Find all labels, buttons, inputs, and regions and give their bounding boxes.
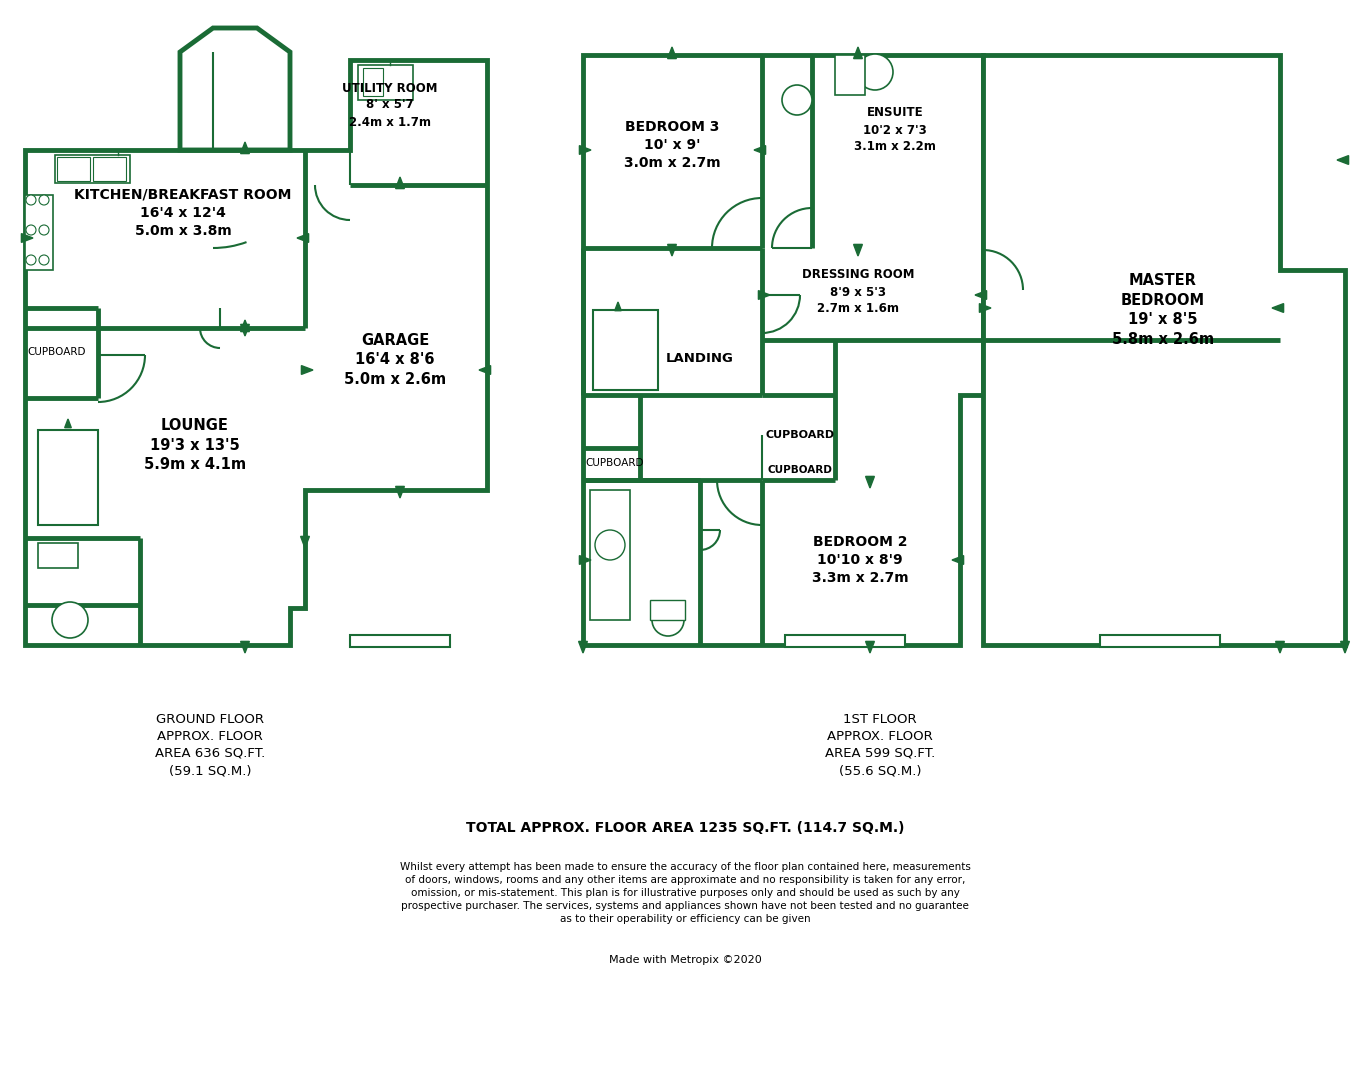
Bar: [649, 600, 685, 620]
Text: BEDROOM 3
10' x 9'
3.0m x 2.7m: BEDROOM 3 10' x 9' 3.0m x 2.7m: [623, 120, 721, 171]
Circle shape: [858, 54, 893, 90]
Text: GARAGE
16'4 x 8'6
5.0m x 2.6m: GARAGE 16'4 x 8'6 5.0m x 2.6m: [344, 333, 447, 388]
Polygon shape: [578, 642, 588, 653]
Polygon shape: [866, 642, 874, 653]
Polygon shape: [1275, 642, 1285, 653]
Polygon shape: [984, 55, 1345, 645]
Bar: [834, 55, 864, 95]
Bar: [93, 157, 126, 181]
Circle shape: [595, 530, 625, 561]
Polygon shape: [241, 141, 249, 153]
Bar: [58, 157, 90, 181]
Polygon shape: [854, 48, 862, 58]
Circle shape: [26, 195, 36, 205]
Text: KITCHEN/BREAKFAST ROOM
16'4 x 12'4
5.0m x 3.8m: KITCHEN/BREAKFAST ROOM 16'4 x 12'4 5.0m …: [74, 188, 292, 239]
Bar: [25, 195, 53, 270]
Polygon shape: [396, 486, 404, 498]
Text: 1ST FLOOR
APPROX. FLOOR
AREA 599 SQ.FT.
(55.6 SQ.M.): 1ST FLOOR APPROX. FLOOR AREA 599 SQ.FT. …: [825, 713, 936, 777]
Bar: [349, 635, 449, 647]
Circle shape: [26, 225, 36, 235]
Text: BEDROOM 2
10'10 x 8'9
3.3m x 2.7m: BEDROOM 2 10'10 x 8'9 3.3m x 2.7m: [811, 535, 908, 585]
Bar: [590, 490, 630, 620]
Polygon shape: [396, 177, 404, 189]
Polygon shape: [241, 320, 249, 332]
Polygon shape: [301, 366, 312, 375]
Text: LANDING: LANDING: [666, 351, 734, 365]
Polygon shape: [22, 233, 33, 242]
Polygon shape: [1337, 156, 1348, 164]
Circle shape: [38, 195, 49, 205]
Circle shape: [782, 85, 812, 114]
Polygon shape: [179, 28, 290, 150]
Text: Whilst every attempt has been made to ensure the accuracy of the floor plan cont: Whilst every attempt has been made to en…: [400, 862, 970, 924]
Polygon shape: [952, 555, 963, 565]
Text: MASTER
BEDROOM
19' x 8'5
5.8m x 2.6m: MASTER BEDROOM 19' x 8'5 5.8m x 2.6m: [1112, 273, 1214, 347]
Polygon shape: [667, 244, 677, 256]
Polygon shape: [975, 291, 986, 299]
Bar: [38, 430, 99, 525]
Bar: [593, 310, 658, 390]
Text: TOTAL APPROX. FLOOR AREA 1235 SQ.FT. (114.7 SQ.M.): TOTAL APPROX. FLOOR AREA 1235 SQ.FT. (11…: [466, 821, 904, 835]
Polygon shape: [580, 555, 590, 565]
Bar: [38, 543, 78, 568]
Polygon shape: [854, 244, 862, 256]
Polygon shape: [580, 146, 590, 154]
Text: UTILITY ROOM
8' x 5'7
2.4m x 1.7m: UTILITY ROOM 8' x 5'7 2.4m x 1.7m: [342, 81, 438, 129]
Text: CUPBOARD: CUPBOARD: [586, 458, 644, 468]
Text: LOUNGE
19'3 x 13'5
5.9m x 4.1m: LOUNGE 19'3 x 13'5 5.9m x 4.1m: [144, 418, 247, 472]
Polygon shape: [754, 146, 766, 154]
Text: Made with Metropix ©2020: Made with Metropix ©2020: [608, 955, 762, 966]
Circle shape: [52, 602, 88, 638]
Bar: [55, 156, 130, 183]
Text: DRESSING ROOM
8'9 x 5'3
2.7m x 1.6m: DRESSING ROOM 8'9 x 5'3 2.7m x 1.6m: [801, 269, 914, 315]
Polygon shape: [980, 303, 991, 312]
Polygon shape: [584, 55, 984, 645]
Polygon shape: [241, 642, 249, 653]
Bar: [358, 65, 412, 100]
Polygon shape: [1341, 642, 1349, 653]
Text: CUPBOARD: CUPBOARD: [27, 347, 86, 357]
Circle shape: [652, 604, 684, 636]
Polygon shape: [297, 233, 308, 242]
Polygon shape: [759, 291, 770, 299]
Bar: [1100, 635, 1221, 647]
Text: GROUND FLOOR
APPROX. FLOOR
AREA 636 SQ.FT.
(59.1 SQ.M.): GROUND FLOOR APPROX. FLOOR AREA 636 SQ.F…: [155, 713, 266, 777]
Polygon shape: [866, 476, 874, 488]
Bar: [363, 68, 384, 96]
Polygon shape: [1271, 303, 1284, 312]
Polygon shape: [64, 419, 71, 428]
Circle shape: [38, 225, 49, 235]
Text: CUPBOARD: CUPBOARD: [767, 465, 833, 475]
Polygon shape: [241, 324, 249, 336]
Polygon shape: [25, 60, 486, 645]
Text: ENSUITE
10'2 x 7'3
3.1m x 2.2m: ENSUITE 10'2 x 7'3 3.1m x 2.2m: [854, 107, 936, 153]
Circle shape: [26, 255, 36, 265]
Polygon shape: [479, 366, 490, 375]
Bar: [785, 635, 906, 647]
Text: CUPBOARD: CUPBOARD: [766, 430, 834, 440]
Circle shape: [38, 255, 49, 265]
Polygon shape: [667, 48, 677, 58]
Polygon shape: [300, 537, 310, 548]
Polygon shape: [615, 302, 622, 311]
